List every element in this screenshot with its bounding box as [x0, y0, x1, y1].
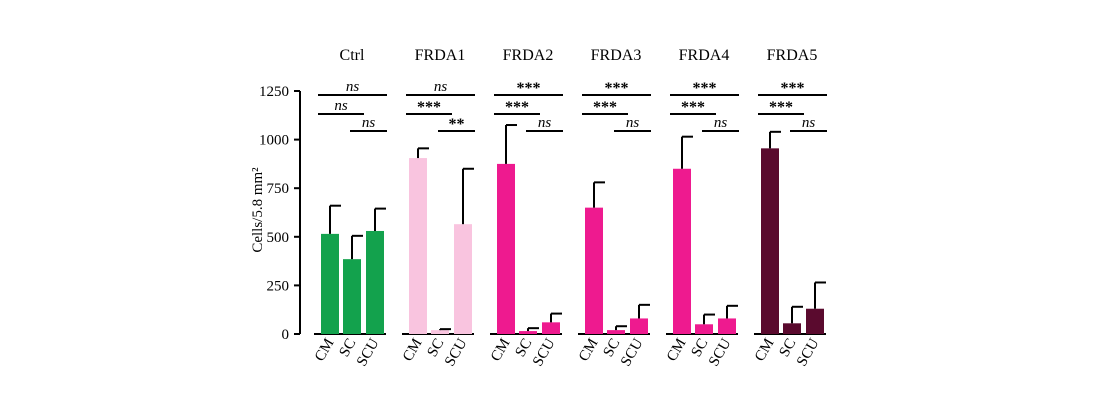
category-label: CM	[312, 336, 338, 364]
group-title: FRDA1	[415, 47, 466, 64]
bar-sc	[783, 323, 801, 334]
significance-label: ***	[605, 80, 629, 97]
category-label: CM	[752, 336, 778, 364]
significance-label: ns	[434, 79, 448, 95]
category-label: CM	[576, 336, 602, 364]
category-label: SCU	[706, 336, 735, 369]
chart-groups: CtrlCMSCSCUnsnsnsFRDA1CMSCSCUns*****FRDA…	[312, 47, 827, 369]
category-label: SCU	[618, 336, 647, 369]
bar-cm	[497, 163, 515, 334]
significance-label: ***	[593, 99, 617, 116]
group-title: FRDA4	[679, 47, 730, 64]
bar-cm	[585, 207, 603, 334]
category-label: SCU	[794, 336, 823, 369]
bar-sc	[519, 331, 537, 334]
bar-cm	[321, 233, 339, 334]
group-title: Ctrl	[340, 47, 365, 64]
y-tick-label: 1000	[259, 133, 289, 149]
bar-scu	[542, 322, 560, 334]
category-label: SC	[424, 336, 447, 360]
bar-scu	[718, 318, 736, 334]
bar-scu	[366, 230, 384, 334]
significance-label: ***	[417, 99, 441, 116]
group-title: FRDA3	[591, 47, 642, 64]
bar-scu	[454, 224, 472, 334]
y-tick-label: 0	[282, 327, 290, 343]
significance-label: ns	[714, 115, 728, 131]
y-axis-title: Cells/5.8 mm²	[250, 167, 266, 253]
bar-cm	[673, 168, 691, 334]
significance-label: ***	[681, 99, 705, 116]
category-label: SCU	[530, 336, 559, 369]
bar-cm	[409, 158, 427, 334]
significance-label: ***	[693, 80, 717, 97]
y-axis: 0 250 500 750 1000 1250	[259, 84, 301, 343]
significance-label: ns	[346, 79, 360, 95]
bar-sc	[343, 259, 361, 334]
category-label: SCU	[442, 336, 471, 369]
y-tick-label: 500	[267, 230, 290, 246]
significance-label: ns	[538, 115, 552, 131]
group-title: FRDA2	[503, 47, 554, 64]
bar-sc	[695, 324, 713, 334]
category-label: SCU	[354, 336, 383, 369]
y-tick-label: 750	[267, 181, 290, 197]
significance-label: ***	[505, 99, 529, 116]
category-label: SC	[688, 336, 711, 360]
category-label: CM	[664, 336, 690, 364]
category-label: CM	[488, 336, 514, 364]
group-title: FRDA5	[767, 47, 818, 64]
bar-sc	[607, 330, 625, 334]
significance-label: ns	[802, 115, 816, 131]
category-label: SC	[512, 336, 535, 360]
category-label: SC	[600, 336, 623, 360]
significance-label: ns	[362, 115, 376, 131]
y-tick-label: 250	[267, 278, 290, 294]
category-label: SC	[776, 336, 799, 360]
category-label: CM	[400, 336, 426, 364]
significance-label: ns	[626, 115, 640, 131]
significance-label: ***	[769, 99, 793, 116]
y-tick-label: 1250	[259, 84, 289, 100]
category-label: SC	[336, 336, 359, 360]
bar-scu	[630, 318, 648, 334]
bar-scu	[806, 308, 824, 334]
significance-label: **	[449, 116, 465, 133]
significance-label: ***	[517, 80, 541, 97]
bar-sc	[431, 330, 449, 334]
significance-label: ns	[334, 98, 348, 114]
significance-label: ***	[781, 80, 805, 97]
bar-cm	[761, 148, 779, 334]
